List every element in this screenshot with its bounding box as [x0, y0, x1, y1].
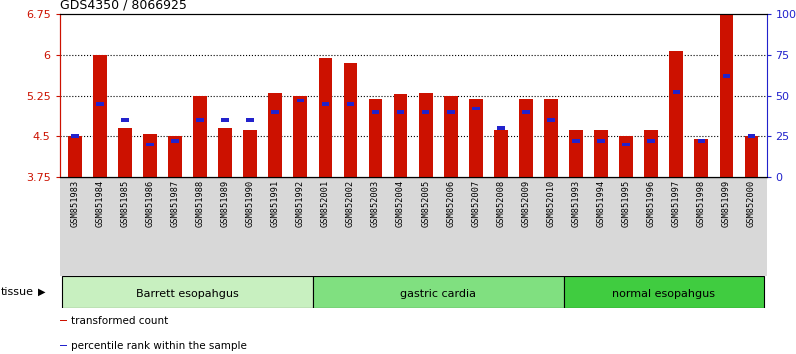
Bar: [396, 110, 404, 114]
Text: gastric cardia: gastric cardia: [400, 289, 476, 299]
Bar: [93, 55, 107, 177]
Bar: [519, 99, 533, 177]
Bar: [472, 107, 479, 110]
Bar: [146, 143, 154, 146]
Bar: [569, 130, 583, 177]
Text: GSM851998: GSM851998: [696, 180, 706, 227]
Text: GSM851986: GSM851986: [146, 180, 154, 227]
Text: GSM851984: GSM851984: [96, 180, 104, 227]
Bar: [268, 93, 282, 177]
Text: GSM851999: GSM851999: [722, 180, 731, 227]
Text: percentile rank within the sample: percentile rank within the sample: [71, 341, 247, 351]
Text: GSM851988: GSM851988: [196, 180, 205, 227]
Bar: [171, 139, 179, 143]
Bar: [197, 118, 204, 122]
Text: GSM851995: GSM851995: [622, 180, 630, 227]
Bar: [318, 58, 332, 177]
Bar: [497, 126, 505, 130]
Bar: [394, 94, 408, 177]
Bar: [494, 130, 508, 177]
Bar: [622, 143, 630, 146]
Bar: [218, 128, 232, 177]
Text: transformed count: transformed count: [71, 316, 168, 326]
Bar: [193, 96, 207, 177]
Text: GSM851991: GSM851991: [271, 180, 279, 227]
Bar: [544, 99, 558, 177]
Bar: [422, 110, 430, 114]
Text: GSM851992: GSM851992: [296, 180, 305, 227]
Bar: [322, 102, 330, 105]
Text: GSM851994: GSM851994: [597, 180, 606, 227]
Bar: [347, 102, 354, 105]
Bar: [595, 130, 608, 177]
Text: GSM852001: GSM852001: [321, 180, 330, 227]
Bar: [221, 118, 229, 122]
Text: GSM852006: GSM852006: [447, 180, 455, 227]
Text: GSM851989: GSM851989: [220, 180, 229, 227]
Bar: [597, 139, 605, 143]
Text: tissue: tissue: [1, 287, 33, 297]
Bar: [723, 74, 730, 78]
Bar: [644, 130, 658, 177]
Bar: [469, 99, 482, 177]
Text: Barrett esopahgus: Barrett esopahgus: [136, 289, 239, 299]
Bar: [522, 110, 529, 114]
Bar: [697, 139, 705, 143]
Bar: [271, 110, 279, 114]
Bar: [71, 135, 79, 138]
Bar: [313, 276, 564, 308]
Bar: [244, 130, 257, 177]
Text: GSM851985: GSM851985: [120, 180, 130, 227]
Bar: [369, 99, 382, 177]
Text: GSM852000: GSM852000: [747, 180, 756, 227]
Bar: [60, 345, 68, 346]
Bar: [694, 139, 708, 177]
Bar: [447, 110, 455, 114]
Text: GSM851996: GSM851996: [646, 180, 656, 227]
Text: GSM851993: GSM851993: [572, 180, 580, 227]
Text: GSM852005: GSM852005: [421, 180, 430, 227]
Bar: [118, 128, 132, 177]
Text: GSM852010: GSM852010: [547, 180, 556, 227]
Bar: [62, 276, 313, 308]
Text: GSM852008: GSM852008: [497, 180, 505, 227]
Bar: [669, 51, 683, 177]
Bar: [673, 91, 680, 94]
Bar: [444, 96, 458, 177]
Bar: [647, 139, 655, 143]
Bar: [419, 93, 432, 177]
Bar: [744, 136, 759, 177]
Text: GSM852007: GSM852007: [471, 180, 480, 227]
Text: GDS4350 / 8066925: GDS4350 / 8066925: [60, 0, 186, 11]
Bar: [297, 99, 304, 102]
Text: GSM851990: GSM851990: [246, 180, 255, 227]
Bar: [344, 63, 357, 177]
Text: GSM852009: GSM852009: [521, 180, 530, 227]
Bar: [572, 139, 579, 143]
Bar: [372, 110, 380, 114]
Bar: [619, 136, 633, 177]
Bar: [720, 15, 733, 177]
Text: GSM852003: GSM852003: [371, 180, 380, 227]
Bar: [60, 320, 68, 321]
Bar: [564, 276, 764, 308]
Bar: [294, 96, 307, 177]
Text: ▶: ▶: [38, 287, 45, 297]
Bar: [143, 133, 157, 177]
Bar: [168, 136, 182, 177]
Bar: [247, 118, 254, 122]
Text: GSM851983: GSM851983: [70, 180, 80, 227]
Bar: [121, 118, 129, 122]
Bar: [96, 102, 103, 105]
Bar: [747, 135, 755, 138]
Bar: [68, 136, 82, 177]
Text: GSM851997: GSM851997: [672, 180, 681, 227]
Text: GSM852004: GSM852004: [396, 180, 405, 227]
Bar: [547, 118, 555, 122]
Text: GSM852002: GSM852002: [346, 180, 355, 227]
Text: GSM851987: GSM851987: [170, 180, 180, 227]
Text: normal esopahgus: normal esopahgus: [612, 289, 716, 299]
